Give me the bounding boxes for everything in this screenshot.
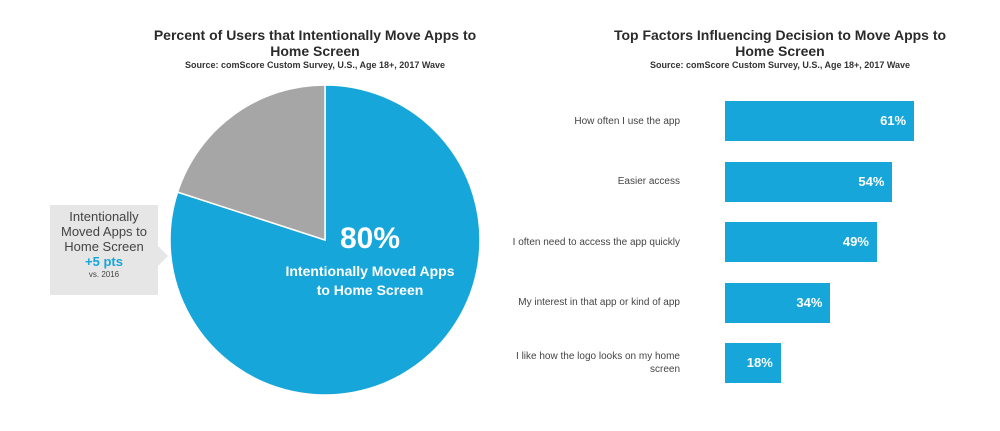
callout-pointer: [158, 246, 168, 266]
bar-row: Easier access 54%: [500, 161, 960, 202]
bar: 54%: [725, 161, 893, 202]
pie-slice-value: 80%: [339, 222, 401, 255]
bar-value-label: 61%: [880, 113, 907, 128]
bar-chart-source: Source: comScore Custom Survey, U.S., Ag…: [649, 60, 911, 70]
bar-category-label: I often need to access the app quickly: [512, 236, 680, 248]
bar: 49%: [725, 222, 877, 262]
pie-slice-1: [176, 84, 326, 242]
bar-value-label: 54%: [858, 173, 885, 189]
bar-row: I like how the logo looks on my home scr…: [500, 343, 960, 383]
pie-chart-source: Source: comScore Custom Survey, U.S., Ag…: [184, 60, 446, 70]
bar-value-label: 18%: [746, 355, 773, 370]
bar-category-label: How often I use the app: [574, 115, 680, 127]
pie-chart-title: Percent of Users that Intentionally Move…: [153, 27, 477, 59]
pie-slice-label: Intentionally Moved Apps to Home Screen: [285, 263, 455, 298]
pie-slice-0: [169, 84, 481, 396]
bar-category-label: My interest in that app or kind of app: [518, 297, 680, 308]
callout-box: Intentionally Moved Apps to Home Screen …: [50, 205, 158, 295]
bar-chart-title: Top Factors Influencing Decision to Move…: [613, 27, 947, 59]
bar-category-label: I like how the logo looks on my home scr…: [516, 351, 680, 375]
bar-row: How often I use the app 61%: [500, 101, 960, 141]
bar-row: I often need to access the app quickly 49…: [500, 222, 960, 262]
bar-row: My interest in that app or kind of app 34…: [500, 282, 960, 323]
bar-category-label: Easier access: [617, 176, 680, 187]
bar-value-label: 49%: [842, 234, 869, 249]
bar: 61%: [725, 101, 915, 141]
callout-change: +5 pts: [85, 254, 123, 269]
callout-note: vs. 2016: [88, 270, 120, 279]
callout-text: Intentionally Moved Apps to Home Screen: [61, 209, 147, 254]
bar-value-label: 34%: [796, 294, 823, 310]
bar: 34%: [725, 282, 831, 323]
bar: 18%: [725, 343, 781, 383]
